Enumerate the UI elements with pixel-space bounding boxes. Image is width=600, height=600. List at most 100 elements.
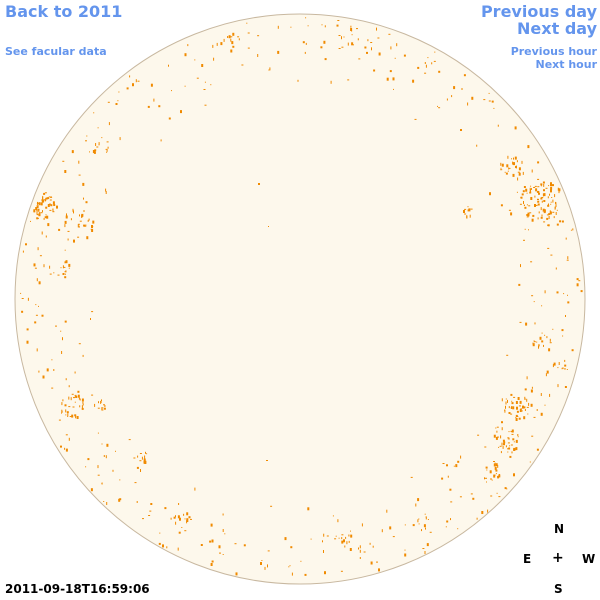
facula-speck: [527, 145, 530, 149]
facula-speck: [530, 185, 532, 187]
facula-speck: [450, 518, 451, 521]
facula-speck: [533, 187, 536, 188]
facula-speck: [52, 208, 54, 210]
facula-speck: [496, 426, 499, 428]
facula-speck: [76, 416, 79, 419]
see-facular-data-link[interactable]: See facular data: [5, 45, 107, 58]
facula-speck: [511, 429, 514, 433]
facula-speck: [541, 340, 544, 343]
facula-speck: [564, 364, 567, 367]
facula-speck: [105, 148, 107, 150]
facula-speck: [145, 451, 146, 454]
facula-speck: [471, 96, 474, 100]
facula-speck: [502, 439, 505, 442]
facula-speck: [39, 255, 42, 257]
facula-speck: [194, 487, 196, 491]
facula-speck: [341, 534, 344, 536]
facula-speck: [73, 397, 75, 399]
facula-speck: [86, 135, 88, 137]
facula-speck: [188, 516, 191, 519]
facula-speck: [187, 44, 189, 47]
facula-speck: [530, 389, 533, 393]
next-hour-link[interactable]: Next hour: [535, 58, 598, 71]
facula-speck: [133, 457, 136, 459]
facula-speck: [300, 560, 302, 562]
facula-speck: [203, 89, 206, 90]
facula-speck: [417, 519, 419, 523]
facula-speck: [572, 228, 574, 231]
facula-speck: [129, 75, 131, 78]
facula-speck: [65, 215, 68, 219]
previous-day-link[interactable]: Previous day: [480, 2, 597, 21]
facula-speck: [70, 218, 72, 221]
facula-speck: [511, 402, 514, 405]
previous-hour-link[interactable]: Previous hour: [510, 45, 597, 58]
facula-speck: [515, 401, 518, 404]
facula-speck: [513, 473, 515, 477]
facula-speck: [222, 513, 224, 516]
facula-speck: [533, 416, 536, 418]
facula-speck: [505, 405, 506, 409]
facula-speck: [40, 212, 43, 214]
facula-speck: [66, 213, 67, 217]
facula-speck: [81, 213, 84, 217]
facula-speck: [323, 533, 325, 537]
facula-speck: [33, 263, 36, 267]
facula-speck: [83, 224, 86, 227]
facula-speck: [290, 546, 293, 549]
facula-speck: [341, 537, 343, 540]
facula-speck: [513, 157, 514, 160]
facula-speck: [358, 547, 359, 550]
next-day-link[interactable]: Next day: [517, 19, 597, 38]
facula-speck: [74, 394, 77, 396]
facula-speck: [46, 215, 49, 219]
facula-speck: [515, 447, 518, 451]
facula-speck: [77, 390, 80, 393]
facula-speck: [181, 527, 183, 528]
facula-speck: [554, 206, 556, 210]
facula-speck: [79, 398, 81, 401]
facula-speck: [517, 436, 519, 438]
facula-speck: [544, 290, 546, 294]
facula-speck: [414, 118, 417, 120]
facula-speck: [486, 469, 488, 471]
facula-speck: [503, 441, 506, 444]
facula-speck: [519, 400, 522, 404]
facula-speck: [512, 406, 515, 410]
facula-speck: [516, 160, 518, 163]
facula-speck: [515, 418, 518, 421]
facula-speck: [51, 387, 54, 389]
facula-speck: [548, 216, 550, 219]
facula-speck: [36, 278, 38, 282]
facula-speck: [511, 431, 514, 433]
facula-speck: [38, 208, 40, 211]
facula-speck: [98, 142, 100, 146]
facula-speck: [493, 461, 495, 462]
facula-speck: [461, 88, 463, 90]
facula-speck: [544, 334, 546, 336]
facula-speck: [103, 404, 105, 406]
facula-speck: [538, 344, 540, 346]
facula-speck: [137, 455, 139, 458]
facula-speck: [493, 434, 496, 438]
facula-speck: [337, 20, 340, 21]
facula-speck: [71, 414, 74, 418]
facula-speck: [67, 413, 69, 417]
facula-speck: [323, 40, 326, 44]
facula-speck: [363, 551, 366, 553]
facula-speck: [82, 354, 84, 357]
facula-speck: [386, 509, 388, 513]
facula-speck: [450, 501, 453, 503]
facula-speck: [534, 204, 536, 207]
facula-speck: [488, 92, 490, 94]
facula-speck: [337, 519, 339, 523]
facula-speck: [508, 406, 510, 409]
facula-speck: [541, 200, 543, 203]
facula-speck: [224, 533, 226, 535]
facula-speck: [268, 69, 270, 71]
facula-speck: [489, 192, 491, 196]
facula-speck: [514, 156, 517, 160]
back-to-year-link[interactable]: Back to 2011: [5, 2, 123, 21]
facula-speck: [90, 228, 93, 230]
facula-speck: [508, 167, 511, 169]
